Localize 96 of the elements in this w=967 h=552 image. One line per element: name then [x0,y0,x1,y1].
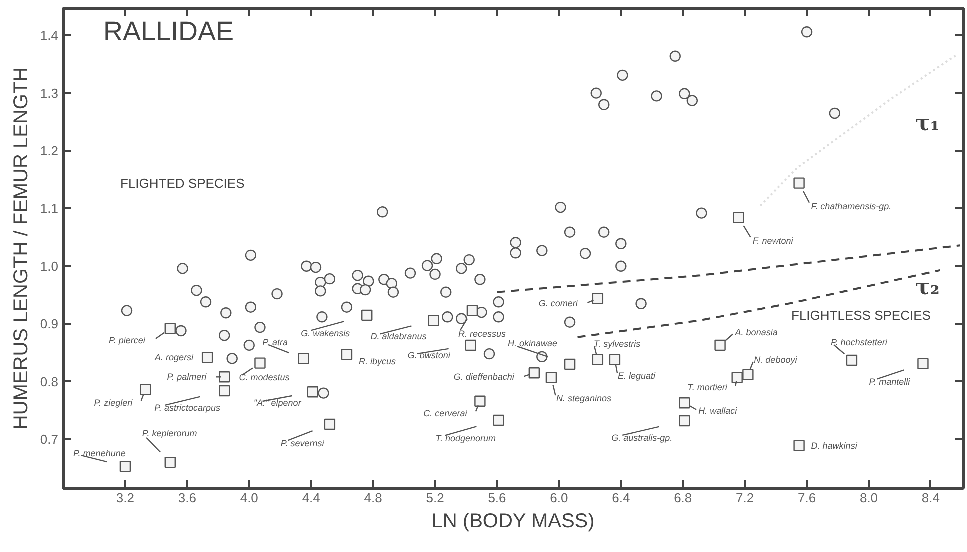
annotation: R. recessus [458,328,506,339]
x-tick-label: 4.4 [302,490,320,506]
annotation: E. leguati [618,370,656,381]
annotation: τ₁ [916,110,940,136]
annotation: T. hodgenorum [436,433,496,444]
x-tick-label: 6.0 [550,490,568,506]
annotation: F. chathamensis-gp. [811,201,892,212]
annotation: P. keplerorum [142,428,198,439]
x-tick-label: 4.8 [364,490,382,506]
point [679,398,690,409]
point [592,354,604,366]
point [465,340,476,352]
point [732,372,743,384]
annotation: P. piercei [109,336,146,346]
annotation: H. wallaci [698,406,738,416]
point [733,212,744,224]
annotation: A. rogersi [154,352,195,363]
y-tick-label: 1.3 [40,86,59,101]
point [564,358,576,370]
x-tick-label: 8.0 [860,490,878,506]
annotation: P. menehune [73,448,126,459]
annotation: C. cerverai [424,408,468,418]
point [474,396,486,407]
annotation: FLIGHTED SPECIES [120,176,246,191]
point [164,456,176,468]
annotation: P. ziegleri [94,398,134,408]
point [298,353,310,364]
point [794,440,805,452]
x-tick-label: 6.8 [674,490,692,506]
point [742,369,754,380]
point [609,354,621,366]
x-tick-label: 5.2 [426,490,444,506]
x-axis-title: LN (BODY MASS) [432,510,595,532]
annotation: D. aldabranus [370,332,428,342]
annotation: R. ibycus [358,356,396,367]
annotation: A. bonasia [734,327,778,338]
point [528,368,540,379]
y-tick-label: 1.1 [40,201,59,216]
x-tick-label: 4.0 [240,490,258,506]
y-tick-label: 0.7 [40,432,59,447]
annotation: FLIGHTLESS SPECIES [792,308,932,323]
y-tick-label: 0.8 [40,374,59,390]
annotation: τ₂ [916,274,940,300]
point [324,418,336,430]
point [219,385,230,397]
annotation: G. australis-gp. [612,433,673,443]
point [164,323,176,334]
y-tick-label: 1.4 [40,28,59,44]
x-tick-label: 3.6 [178,490,196,506]
annotation: G. owstoni [408,350,452,360]
point [679,415,690,427]
point [466,305,478,316]
annotation: P. severnsi [280,438,326,448]
point [493,414,504,426]
point [140,384,152,396]
annotation: G. dieffenbachi [454,372,516,382]
point [362,310,373,322]
point [714,340,726,352]
point [202,352,214,364]
annotation: P. mantelli [869,376,912,387]
annotation: P. hochstetteri [830,337,888,348]
y-tick-label: 0.9 [40,316,59,332]
x-tick-label: 8.4 [922,490,940,506]
annotation: N. debooyi [754,354,798,365]
annotation: T. sylvestris [594,338,642,349]
y-tick-label: 1.0 [40,258,59,274]
x-tick-label: 5.6 [488,490,506,506]
point [254,358,266,369]
chart-title: RALLIDAE [104,16,234,46]
annotation: H. okinawae [508,338,558,348]
line-series [576,269,942,338]
annotation: G. comeri [538,298,579,309]
x-tick-label: 3.2 [116,490,135,506]
annotation: F. newtoni [752,236,794,246]
annotation: D. hawkinsi [811,440,858,451]
x-tick-label: 7.6 [798,490,816,506]
annotation: G. wakensis [301,328,351,338]
annotation: P. atra [262,338,288,348]
y-axis-title: HUMERUS LENGTH / FEMUR LENGTH [10,67,32,430]
y-tick-label: 1.2 [40,144,59,158]
point [120,460,132,472]
annotation: N. steganinos [556,394,612,404]
annotation: T. mortieri [688,382,728,393]
point [794,178,805,189]
annotation: P. astrictocarpus [154,403,221,413]
x-tick-label: 7.2 [736,490,754,506]
point [846,354,858,366]
annotation: P. palmeri [167,372,208,382]
point [428,315,440,326]
point [341,349,353,360]
point [592,293,604,304]
point [918,358,929,370]
x-tick-label: 6.4 [612,490,630,506]
point [307,386,318,398]
point [546,372,558,384]
point [219,372,230,383]
